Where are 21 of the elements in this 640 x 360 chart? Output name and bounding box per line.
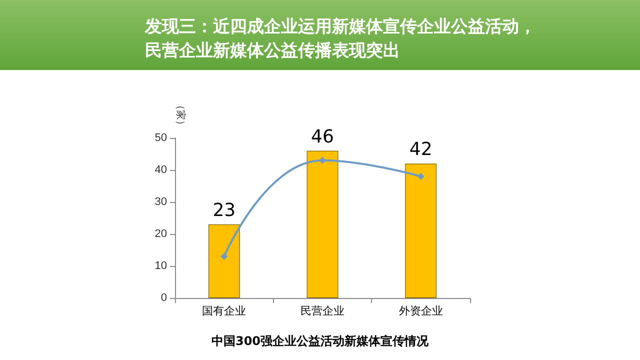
bar <box>306 150 338 298</box>
y-tick-label: 0 <box>160 292 167 304</box>
bar <box>208 224 240 298</box>
point <box>417 172 424 180</box>
x-tick-label: 外资企业 <box>398 304 443 318</box>
y-axis-title: （家） <box>174 100 186 130</box>
chart-title: 发现三：近四成企业运用新媒体宣传企业公益活动，民营企业新媒体公益传播表现突出 <box>144 17 536 61</box>
x-tick-label: 国有企业 <box>202 304 246 318</box>
data-label: 46 <box>311 126 334 148</box>
data-label: 42 <box>409 139 432 160</box>
y-tick-label: 10 <box>154 260 167 272</box>
x-tick-label: 民营企业 <box>300 304 344 318</box>
y-tick-label: 20 <box>154 228 167 240</box>
bar <box>405 164 437 298</box>
point <box>220 252 228 260</box>
data-label: 23 <box>212 200 236 221</box>
y-tick-label: 40 <box>154 164 167 176</box>
y-tick-label: 30 <box>154 196 167 208</box>
point <box>319 156 326 164</box>
text: 中国300强企业公益活动新媒体宣传情况 <box>211 334 430 348</box>
y-tick-label: 50 <box>154 132 167 144</box>
